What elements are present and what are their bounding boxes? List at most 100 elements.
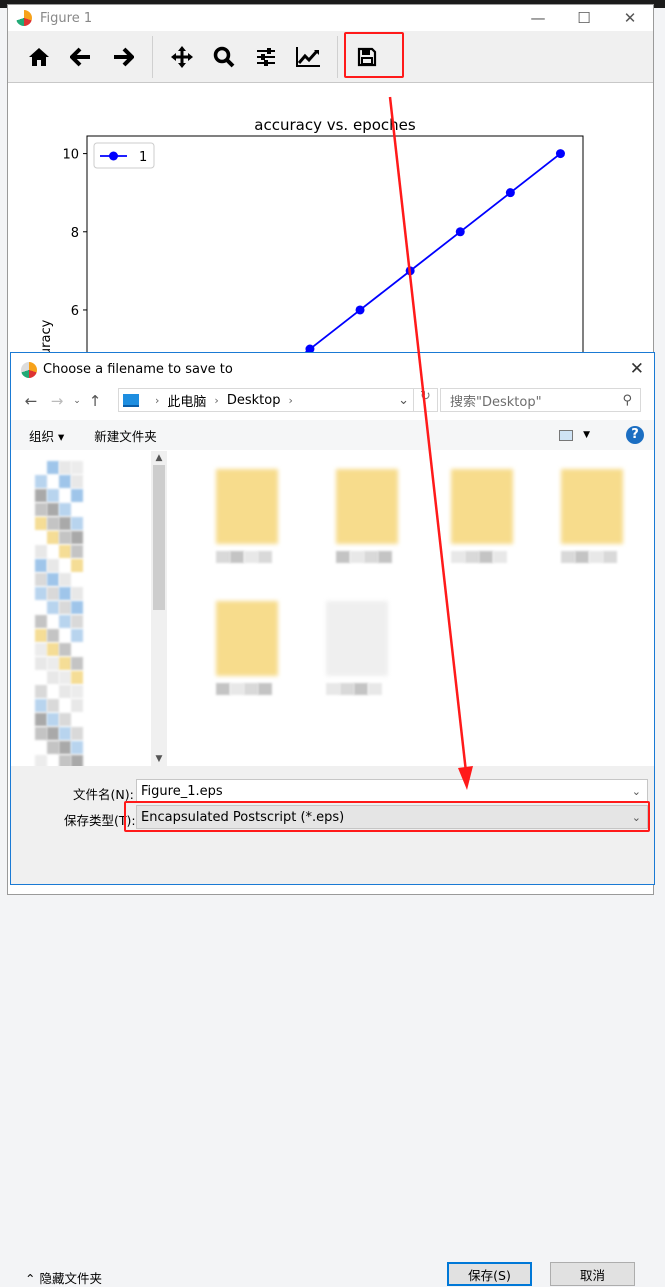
nav-item-blurred[interactable] xyxy=(59,601,71,614)
nav-item-blurred[interactable] xyxy=(35,629,47,642)
scroll-up-icon[interactable]: ▲ xyxy=(155,453,163,463)
back-arrow-icon[interactable] xyxy=(60,36,102,78)
nav-item-blurred[interactable] xyxy=(71,727,83,740)
nav-item-blurred[interactable] xyxy=(59,713,71,726)
pan-icon[interactable] xyxy=(161,36,203,78)
nav-item-blurred[interactable] xyxy=(59,741,71,754)
nav-item-blurred[interactable] xyxy=(35,545,47,558)
nav-item-blurred[interactable] xyxy=(59,727,71,740)
up-icon[interactable]: ↑ xyxy=(88,392,102,410)
close-icon[interactable]: ✕ xyxy=(629,359,644,379)
nav-item-blurred[interactable] xyxy=(59,755,71,766)
nav-item-blurred[interactable] xyxy=(59,475,71,488)
nav-item-blurred[interactable] xyxy=(47,713,59,726)
hide-folders-toggle[interactable]: ⌃ 隐藏文件夹 xyxy=(25,1268,102,1287)
maximize-icon[interactable]: ☐ xyxy=(577,9,591,27)
nav-item-blurred[interactable] xyxy=(35,685,47,698)
home-icon[interactable] xyxy=(18,36,60,78)
save-icon[interactable] xyxy=(346,36,388,78)
nav-item-blurred[interactable] xyxy=(71,559,83,572)
nav-item-blurred[interactable] xyxy=(59,461,71,474)
nav-item-blurred[interactable] xyxy=(47,741,59,754)
breadcrumb-item[interactable]: 此电脑 xyxy=(167,394,207,410)
nav-item-blurred[interactable] xyxy=(71,517,83,530)
nav-item-blurred[interactable] xyxy=(47,657,59,670)
nav-item-blurred[interactable] xyxy=(47,699,59,712)
nav-item-blurred[interactable] xyxy=(35,559,47,572)
nav-item-blurred[interactable] xyxy=(71,489,83,502)
nav-item-blurred[interactable] xyxy=(47,629,59,642)
folder-icon[interactable] xyxy=(216,601,278,676)
file-list[interactable] xyxy=(171,451,654,766)
nav-item-blurred[interactable] xyxy=(71,461,83,474)
navigation-pane[interactable] xyxy=(11,451,167,766)
nav-item-blurred[interactable] xyxy=(35,517,47,530)
nav-item-blurred[interactable] xyxy=(71,601,83,614)
nav-item-blurred[interactable] xyxy=(59,531,71,544)
nav-item-blurred[interactable] xyxy=(47,601,59,614)
nav-item-blurred[interactable] xyxy=(47,531,59,544)
nav-item-blurred[interactable] xyxy=(59,587,71,600)
nav-item-blurred[interactable] xyxy=(71,741,83,754)
minimize-icon[interactable]: — xyxy=(530,9,546,27)
recent-dropdown-icon[interactable]: ⌄ xyxy=(73,396,81,406)
nav-item-blurred[interactable] xyxy=(71,685,83,698)
close-icon[interactable]: ✕ xyxy=(623,9,637,27)
nav-item-blurred[interactable] xyxy=(47,503,59,516)
nav-item-blurred[interactable] xyxy=(35,699,47,712)
nav-item-blurred[interactable] xyxy=(59,517,71,530)
folder-icon[interactable] xyxy=(216,469,278,544)
help-icon[interactable]: ? xyxy=(626,426,644,444)
nav-item-blurred[interactable] xyxy=(35,489,47,502)
nav-item-blurred[interactable] xyxy=(47,573,59,586)
nav-item-blurred[interactable] xyxy=(47,489,59,502)
chevron-right-icon[interactable]: › xyxy=(288,393,293,407)
chevron-down-icon[interactable]: ⌄ xyxy=(398,392,409,408)
nav-item-blurred[interactable] xyxy=(47,671,59,684)
nav-item-blurred[interactable] xyxy=(59,643,71,656)
edit-axis-icon[interactable] xyxy=(287,36,329,78)
view-options-button[interactable]: ▼ xyxy=(559,429,590,441)
nav-item-blurred[interactable] xyxy=(35,573,47,586)
folder-icon[interactable] xyxy=(451,469,513,544)
nav-item-blurred[interactable] xyxy=(71,671,83,684)
zoom-icon[interactable] xyxy=(203,36,245,78)
folder-icon[interactable] xyxy=(561,469,623,544)
cancel-button[interactable]: 取消 xyxy=(550,1262,635,1286)
back-icon[interactable]: ← xyxy=(24,392,38,410)
nav-item-blurred[interactable] xyxy=(35,503,47,516)
scroll-down-icon[interactable]: ▼ xyxy=(155,754,163,764)
folder-icon[interactable] xyxy=(336,469,398,544)
nav-item-blurred[interactable] xyxy=(59,615,71,628)
scrollbar-thumb[interactable] xyxy=(153,465,165,610)
forward-arrow-icon[interactable] xyxy=(102,36,144,78)
nav-item-blurred[interactable] xyxy=(47,727,59,740)
new-folder-button[interactable]: 新建文件夹 xyxy=(94,428,157,444)
nav-item-blurred[interactable] xyxy=(35,755,47,766)
nav-item-blurred[interactable] xyxy=(47,559,59,572)
organize-button[interactable]: 组织 ▾ xyxy=(29,428,65,444)
nav-item-blurred[interactable] xyxy=(47,461,59,474)
nav-item-blurred[interactable] xyxy=(71,531,83,544)
chevron-down-icon[interactable]: ⌄ xyxy=(631,810,641,824)
search-icon[interactable]: ⚲ xyxy=(622,392,632,408)
nav-item-blurred[interactable] xyxy=(59,573,71,586)
nav-item-blurred[interactable] xyxy=(59,503,71,516)
nav-item-blurred[interactable] xyxy=(71,545,83,558)
nav-item-blurred[interactable] xyxy=(47,587,59,600)
nav-item-blurred[interactable] xyxy=(71,699,83,712)
filename-input[interactable]: Figure_1.eps ⌄ xyxy=(136,779,648,803)
nav-scrollbar[interactable]: ▲ ▼ xyxy=(151,451,167,766)
nav-item-blurred[interactable] xyxy=(59,545,71,558)
nav-item-blurred[interactable] xyxy=(71,657,83,670)
nav-item-blurred[interactable] xyxy=(71,755,83,766)
nav-item-blurred[interactable] xyxy=(47,517,59,530)
nav-item-blurred[interactable] xyxy=(71,475,83,488)
nav-item-blurred[interactable] xyxy=(59,671,71,684)
refresh-icon[interactable]: ↻ xyxy=(413,389,437,411)
nav-item-blurred[interactable] xyxy=(71,629,83,642)
nav-item-blurred[interactable] xyxy=(59,685,71,698)
nav-item-blurred[interactable] xyxy=(35,643,47,656)
configure-subplots-icon[interactable] xyxy=(245,36,287,78)
forward-icon[interactable]: → xyxy=(50,392,64,410)
